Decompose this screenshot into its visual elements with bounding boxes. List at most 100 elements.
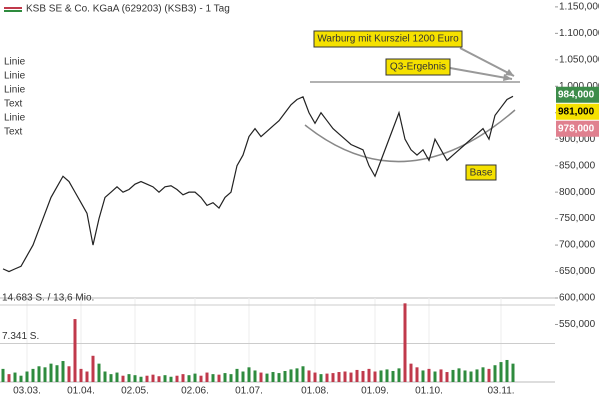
arrowhead (503, 74, 512, 81)
volume-bar (487, 368, 491, 382)
volume-bar (493, 365, 497, 382)
volume-bar (505, 359, 509, 382)
volume-bar (343, 371, 347, 382)
volume-bar (151, 374, 155, 382)
volume-bar (175, 375, 179, 382)
annotation-box (385, 58, 451, 76)
arrow (449, 67, 513, 80)
x-tick-label: 01.08. (301, 386, 329, 397)
annotation: Base (470, 168, 493, 179)
price-label-box (556, 103, 599, 120)
volume-bar (121, 375, 125, 382)
volume-bar (187, 375, 191, 382)
x-tick-label: 01.09. (361, 386, 389, 397)
volume-bar (439, 369, 443, 382)
volume-bar (433, 371, 437, 382)
legend-entry: Text (4, 99, 23, 110)
volume-bar (145, 375, 149, 382)
price-label: 978,000 (558, 123, 595, 134)
volume-bar (421, 370, 425, 382)
volume-bar (223, 373, 227, 382)
volume-bar (289, 369, 293, 382)
volume-bar (25, 371, 29, 382)
volume-bar (283, 370, 287, 382)
volume-bar (37, 366, 41, 382)
volume-bar (451, 369, 455, 382)
annotation-box (313, 30, 463, 48)
volume-bar (403, 303, 407, 382)
legend-entry: Text (4, 127, 23, 138)
volume-tick-label: 14.683 S. / 13,6 Mio. (2, 293, 94, 304)
arrow (459, 47, 515, 77)
x-tick-label: 03.11. (487, 386, 514, 397)
volume-bar (67, 366, 71, 382)
volume-bar (349, 372, 353, 382)
y-tick-label: 800,000 (559, 187, 596, 198)
volume-bar (295, 368, 299, 382)
volume-bar (271, 372, 275, 382)
volume-bar (313, 372, 317, 382)
volume-bar (1, 368, 5, 382)
price-label-box (556, 120, 599, 137)
volume-bar (133, 375, 137, 382)
volume-bar (397, 368, 401, 382)
volume-bar (469, 371, 473, 382)
volume-bar (205, 372, 209, 382)
volume-bar (55, 365, 59, 382)
volume-bar (247, 367, 251, 382)
volume-tick-label: 7.341 S. (2, 331, 39, 342)
volume-bar (331, 373, 335, 382)
volume-bar (367, 368, 371, 382)
y-tick-label: 550,000 (559, 319, 596, 330)
x-tick-label: 01.10. (415, 386, 443, 397)
volume-bar (475, 369, 479, 382)
volume-bar (103, 371, 107, 382)
annotation-box (465, 164, 497, 181)
y-tick-label: 750,000 (559, 213, 596, 224)
y-tick-label: 650,000 (559, 266, 596, 277)
volume-bar (379, 370, 383, 382)
y-tick-label: 700,000 (559, 240, 596, 251)
chart-title: KSB SE & Co. KGaA (629203) (KSB3) - 1 Ta… (26, 4, 230, 15)
volume-bar (211, 374, 215, 382)
volume-bar (91, 355, 95, 382)
volume-bar (169, 376, 173, 382)
volume-bar (163, 375, 167, 382)
volume-bar (319, 374, 323, 382)
volume-bar (337, 372, 341, 382)
price-label-box (556, 86, 599, 103)
price-line (2, 95, 514, 273)
volume-bar (325, 373, 329, 382)
volume-bar (277, 373, 281, 382)
volume-bar (217, 374, 221, 382)
volume-bar (127, 374, 131, 382)
volume-bar (49, 363, 53, 382)
price-label: 981,000 (558, 106, 595, 117)
legend-entry: Linie (4, 71, 26, 82)
volume-bar (373, 371, 377, 382)
volume-bar (7, 374, 11, 382)
volume-bar (19, 375, 23, 382)
volume-bar (85, 371, 89, 382)
volume-bar (115, 372, 119, 382)
volume-bar (157, 376, 161, 382)
volume-bar (181, 374, 185, 382)
y-tick-label: 1.000,000 (559, 81, 599, 92)
volume-bar (265, 373, 269, 382)
base-arc (304, 109, 516, 163)
annotation: Q3-Ergebnis (390, 62, 446, 73)
y-tick-label: 900,000 (559, 134, 596, 145)
y-tick-label: 600,000 (559, 293, 596, 304)
y-tick-label: 850,000 (559, 160, 596, 171)
volume-bar (457, 368, 461, 382)
y-tick-label: 1.100,000 (559, 28, 599, 39)
volume-bar (199, 375, 203, 382)
volume-bar (13, 372, 17, 382)
x-tick-label: 02.05. (121, 386, 149, 397)
volume-bar (427, 368, 431, 382)
volume-bar (73, 319, 77, 382)
volume-bar (193, 373, 197, 382)
volume-bar (109, 374, 113, 382)
arrowhead (505, 69, 514, 76)
volume-bar (463, 370, 467, 382)
